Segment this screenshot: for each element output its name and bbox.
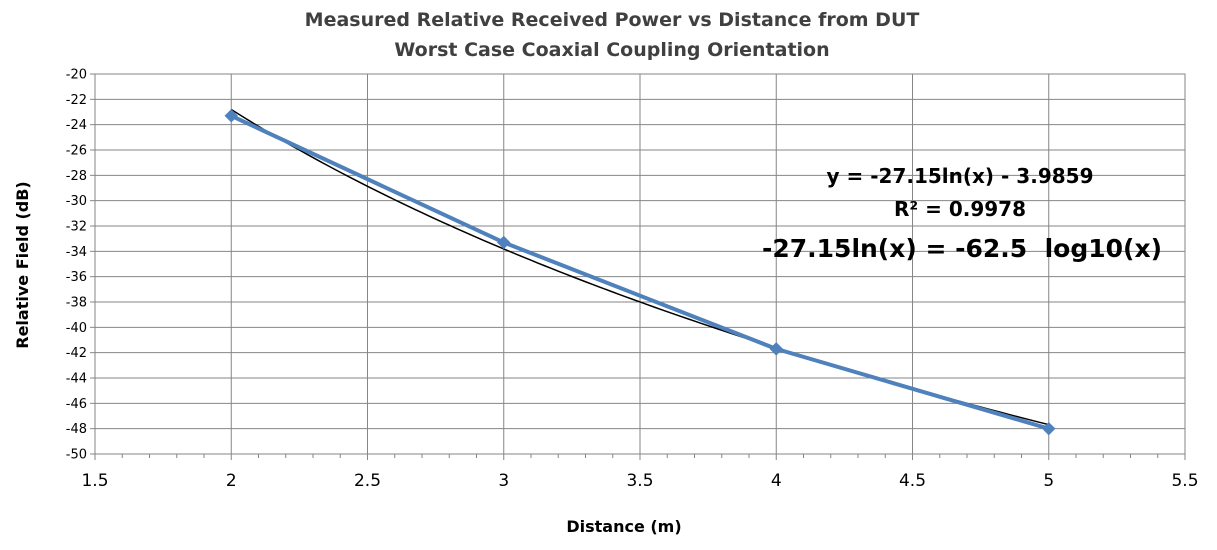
y-tick-label: -28 <box>66 169 87 184</box>
x-tick-label: 5 <box>1043 471 1054 491</box>
y-tick-label: -36 <box>66 270 87 285</box>
y-tick-label: -20 <box>66 68 87 83</box>
x-tick-label: 2.5 <box>354 471 381 491</box>
y-tick-label: -32 <box>66 220 87 235</box>
y-tick-label: -26 <box>66 144 87 159</box>
x-tick-label: 1.5 <box>81 471 108 491</box>
y-tick-label: -40 <box>66 321 87 336</box>
x-axis-label: Distance (m) <box>566 517 681 536</box>
x-tick-label: 4 <box>771 471 782 491</box>
data-point-marker <box>224 109 238 123</box>
y-tick-label: -30 <box>66 194 87 209</box>
chart-subtitle: Worst Case Coaxial Coupling Orientation <box>394 39 829 61</box>
series-line <box>229 113 1051 431</box>
data-point-marker <box>1042 421 1056 436</box>
r-squared: R² = 0.9978 <box>894 197 1026 221</box>
data-point-marker <box>769 342 783 356</box>
log-conversion-note: -27.15ln(x) = -62.5 log10(x) <box>762 234 1162 263</box>
y-tick-label: -50 <box>66 448 87 463</box>
y-tick-label: -48 <box>66 422 87 437</box>
x-tick-label: 4.5 <box>899 471 926 491</box>
x-tick-label: 3 <box>498 471 509 491</box>
plot-border <box>94 73 1186 455</box>
y-tick-label: -42 <box>66 346 87 361</box>
series-markers <box>224 109 1056 436</box>
y-tick-label: -24 <box>66 118 87 133</box>
x-tick-label: 3.5 <box>626 471 653 491</box>
y-tick-label: -44 <box>66 372 87 387</box>
chart-title: Measured Relative Received Power vs Dist… <box>305 9 920 31</box>
y-tick-label: -46 <box>66 397 87 412</box>
x-tick-label: 5.5 <box>1171 471 1198 491</box>
trendline-equation: y = -27.15ln(x) - 3.9859 <box>827 164 1094 188</box>
x-tick-label: 2 <box>226 471 237 491</box>
y-axis-label: Relative Field (dB) <box>13 181 32 348</box>
y-tick-label: -34 <box>66 245 87 260</box>
y-tick-label: -22 <box>66 93 87 108</box>
y-tick-label: -38 <box>66 296 87 311</box>
tick-labels: -20 -22 -24 -26 -28 -30 -32 -34 -36 -38 -40 -42 -44 -… <box>66 68 1199 492</box>
data-point-marker <box>497 235 511 250</box>
